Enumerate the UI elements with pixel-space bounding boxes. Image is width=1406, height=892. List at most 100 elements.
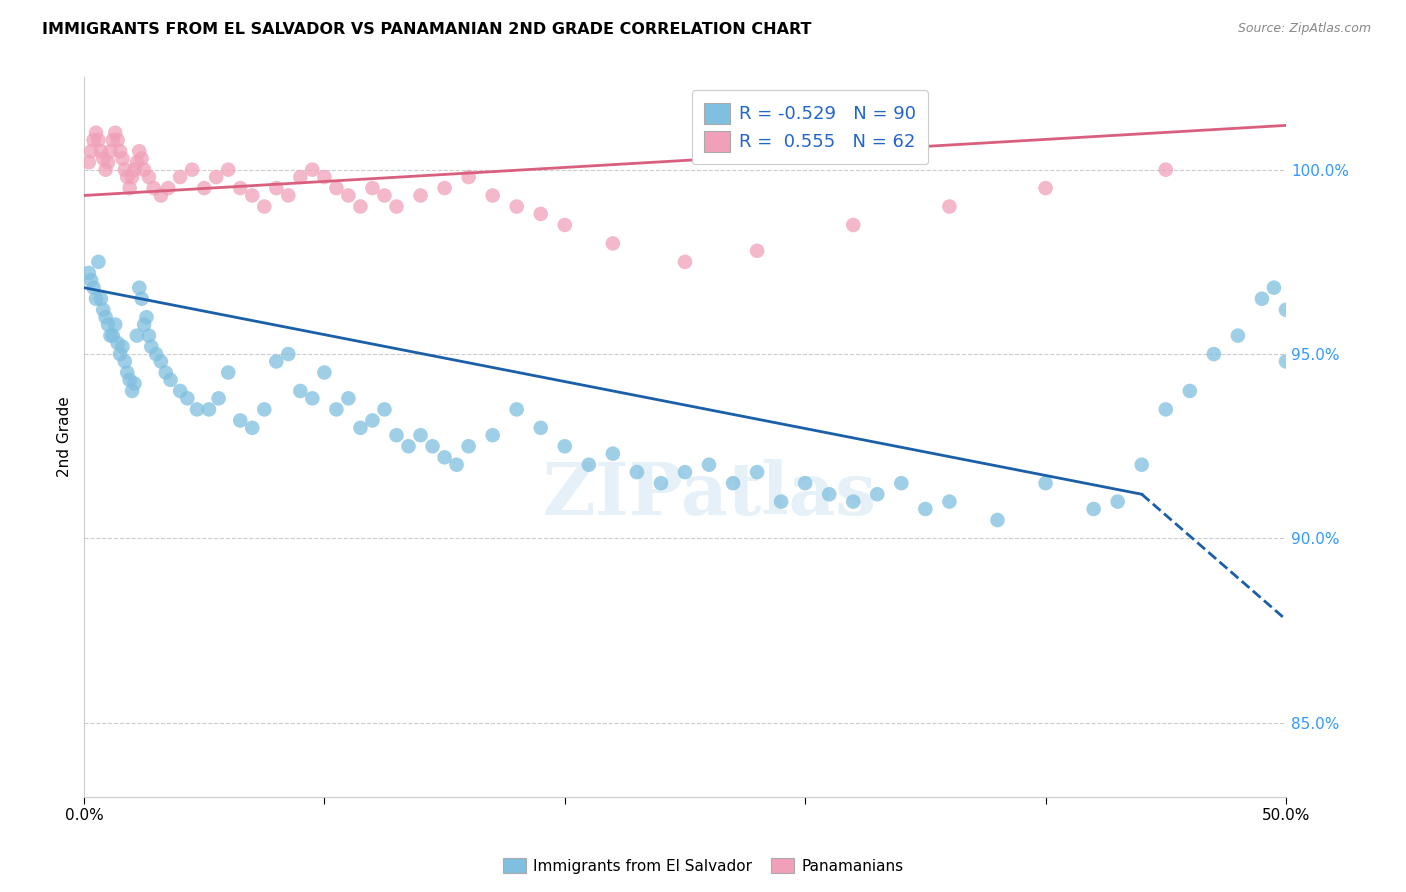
Point: [108, 347, 131, 361]
Point: [1275, 354, 1298, 368]
Point: [229, 181, 252, 195]
Point: [842, 494, 865, 508]
Point: [117, 366, 139, 380]
Point: [481, 428, 503, 442]
Point: [193, 181, 215, 195]
Point: [155, 366, 177, 380]
Point: [145, 347, 167, 361]
Point: [135, 310, 157, 325]
Point: [373, 402, 395, 417]
Point: [650, 476, 672, 491]
Point: [673, 255, 696, 269]
Point: [1154, 402, 1177, 417]
Point: [205, 169, 228, 184]
Point: [986, 513, 1008, 527]
Point: [602, 447, 624, 461]
Point: [626, 465, 648, 479]
Point: [131, 292, 153, 306]
Point: [107, 133, 129, 147]
Point: [1226, 328, 1249, 343]
Point: [770, 494, 793, 508]
Point: [1178, 384, 1201, 398]
Point: [176, 392, 198, 406]
Point: [114, 162, 136, 177]
Point: [1202, 347, 1225, 361]
Point: [277, 188, 299, 202]
Point: [1263, 281, 1285, 295]
Point: [433, 181, 456, 195]
Point: [107, 336, 129, 351]
Point: [217, 162, 239, 177]
Point: [125, 155, 148, 169]
Point: [157, 181, 180, 195]
Point: [159, 373, 181, 387]
Point: [530, 421, 553, 435]
Point: [1275, 302, 1298, 317]
Point: [290, 384, 312, 398]
Point: [697, 458, 720, 472]
Point: [554, 439, 576, 453]
Point: [104, 318, 127, 332]
Point: [186, 402, 208, 417]
Point: [314, 366, 336, 380]
Point: [938, 494, 960, 508]
Point: [124, 162, 146, 177]
Point: [87, 133, 110, 147]
Point: [301, 162, 323, 177]
Point: [433, 450, 456, 465]
Point: [97, 155, 120, 169]
Point: [745, 244, 768, 258]
Point: [253, 402, 276, 417]
Point: [422, 439, 444, 453]
Point: [842, 218, 865, 232]
Point: [325, 181, 347, 195]
Point: [128, 281, 150, 295]
Text: IMMIGRANTS FROM EL SALVADOR VS PANAMANIAN 2ND GRADE CORRELATION CHART: IMMIGRANTS FROM EL SALVADOR VS PANAMANIA…: [42, 22, 811, 37]
Y-axis label: 2nd Grade: 2nd Grade: [58, 397, 72, 477]
Point: [181, 162, 204, 177]
Point: [100, 145, 122, 159]
Point: [818, 487, 841, 501]
Point: [94, 310, 117, 325]
Point: [149, 188, 172, 202]
Point: [142, 181, 165, 195]
Point: [138, 328, 160, 343]
Point: [117, 169, 139, 184]
Point: [866, 487, 889, 501]
Point: [253, 200, 276, 214]
Point: [169, 384, 191, 398]
Point: [83, 281, 105, 295]
Point: [90, 292, 112, 306]
Point: [457, 169, 479, 184]
Point: [108, 145, 131, 159]
Point: [84, 126, 107, 140]
Point: [349, 421, 371, 435]
Point: [83, 133, 105, 147]
Point: [77, 266, 100, 280]
Point: [80, 273, 103, 287]
Point: [84, 292, 107, 306]
Point: [505, 200, 527, 214]
Point: [337, 188, 360, 202]
Point: [530, 207, 553, 221]
Point: [602, 236, 624, 251]
Point: [1251, 292, 1274, 306]
Point: [398, 439, 420, 453]
Point: [385, 428, 408, 442]
Point: [446, 458, 468, 472]
Point: [890, 476, 912, 491]
Point: [141, 340, 163, 354]
Text: ZIPatlas: ZIPatlas: [541, 459, 876, 530]
Point: [240, 188, 263, 202]
Point: [111, 340, 134, 354]
Point: [361, 181, 384, 195]
Point: [111, 152, 134, 166]
Point: [745, 465, 768, 479]
Point: [1154, 162, 1177, 177]
Legend: R = -0.529   N = 90, R =  0.555   N = 62: R = -0.529 N = 90, R = 0.555 N = 62: [692, 90, 928, 164]
Point: [124, 376, 146, 391]
Legend: Immigrants from El Salvador, Panamanians: Immigrants from El Salvador, Panamanians: [496, 852, 910, 880]
Point: [90, 145, 112, 159]
Point: [207, 392, 229, 406]
Point: [314, 169, 336, 184]
